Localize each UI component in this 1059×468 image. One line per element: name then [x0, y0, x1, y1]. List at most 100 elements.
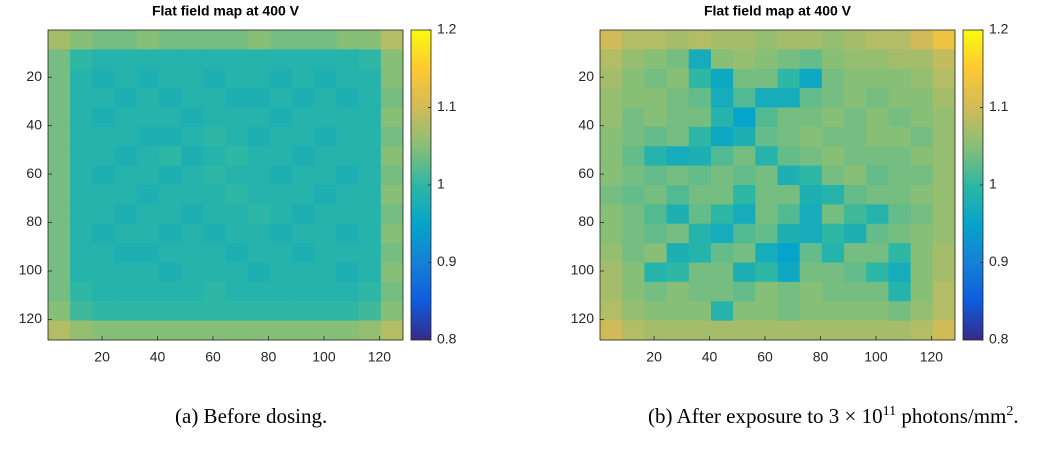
x-tick-label: 20 [646, 349, 662, 365]
heatmap-cell [181, 262, 204, 283]
heatmap-cell [866, 262, 889, 283]
heatmap-cell [799, 262, 823, 283]
heatmap-cell [866, 301, 889, 322]
heatmap-cell [136, 146, 160, 167]
heatmap-cell [644, 243, 667, 263]
heatmap-cell [622, 320, 645, 341]
heatmap-cell [48, 301, 71, 322]
caption-text: 11 [882, 404, 897, 419]
heatmap-cell [70, 281, 93, 302]
heatmap-cell [932, 30, 956, 50]
heatmap-cell [844, 281, 867, 302]
colorbar-tick-label: 0.8 [437, 331, 457, 347]
heatmap-cell [666, 301, 690, 322]
heatmap-cell [910, 68, 934, 89]
heatmap-cell [821, 185, 845, 205]
heatmap-cell [733, 243, 756, 263]
heatmap-cell [380, 185, 404, 205]
heatmap-cell [799, 320, 823, 341]
heatmap-cell [136, 185, 160, 205]
heatmap-cell [158, 204, 182, 225]
heatmap-cell [821, 204, 845, 225]
x-tick-label: 120 [920, 349, 944, 365]
heatmap-cell [821, 281, 845, 302]
heatmap-cell [314, 320, 337, 341]
heatmap-cell [821, 126, 845, 147]
heatmap-cell [336, 281, 360, 302]
heatmap-cell [181, 204, 204, 225]
heatmap-cell [48, 126, 71, 147]
heatmap-cell [932, 88, 956, 108]
heatmap-cell [888, 126, 912, 147]
heatmap-cell [247, 301, 271, 322]
heatmap-cell [269, 88, 293, 108]
heatmap-cell [70, 88, 93, 108]
heatmap-cell [158, 223, 182, 244]
heatmap-cell [910, 107, 934, 128]
heatmap-cell [910, 262, 934, 283]
heatmap-cell [336, 301, 360, 322]
heatmap-cell [158, 243, 182, 263]
heatmap-cell [48, 88, 71, 108]
heatmap-cell [821, 88, 845, 108]
heatmap-cell [203, 301, 226, 322]
heatmap-cell [733, 30, 756, 50]
heatmap-cell [92, 243, 115, 263]
heatmap-cell [225, 49, 249, 70]
heatmap-cell [269, 107, 293, 128]
heatmap-cell [292, 107, 315, 128]
heatmap-cell [644, 165, 667, 186]
heatmap-cell [314, 165, 337, 186]
heatmap-cell [158, 88, 182, 108]
heatmap-cell [48, 281, 71, 302]
heatmap-cell [292, 262, 315, 283]
heatmap-cell [733, 49, 756, 70]
heatmap-cell [225, 320, 249, 341]
heatmap-cell [114, 185, 138, 205]
heatmap-cell [666, 126, 690, 147]
heatmap-cell [314, 223, 337, 244]
heatmap-cell [358, 49, 382, 70]
heatmap-cell [269, 281, 293, 302]
heatmap-cell [48, 320, 71, 341]
heatmap-cell [48, 165, 71, 186]
y-tick-label: 120 [571, 310, 595, 326]
heatmap-cell [888, 281, 912, 302]
heatmap-cell [203, 243, 226, 263]
colorbar-tick-label: 1 [989, 176, 997, 192]
heatmap-cell [866, 320, 889, 341]
heatmap-cell [666, 243, 690, 263]
heatmap-cell [844, 243, 867, 263]
heatmap-cell [269, 126, 293, 147]
heatmap-cell [777, 223, 801, 244]
heatmap-cell [225, 88, 249, 108]
heatmap-cell [866, 126, 889, 147]
heatmap-cell [688, 281, 712, 302]
chart-title: Flat field map at 400 V [704, 3, 852, 19]
heatmap-cell [92, 126, 115, 147]
heatmap-cell [380, 320, 404, 341]
heatmap-cell [92, 262, 115, 283]
heatmap-cell [733, 262, 756, 283]
heatmap-cell [688, 49, 712, 70]
heatmap-cell [181, 49, 204, 70]
heatmap-cell [314, 68, 337, 89]
heatmap-cell [755, 165, 778, 186]
heatmap-cell [158, 320, 182, 341]
heatmap-cell [114, 243, 138, 263]
heatmap-cell [247, 30, 271, 50]
heatmap-cell [932, 126, 956, 147]
heatmap-cell [710, 243, 734, 263]
heatmap-cell [688, 204, 712, 225]
heatmap-cell [92, 68, 115, 89]
heatmap-cell [48, 223, 71, 244]
y-tick-label: 100 [571, 262, 595, 278]
heatmap-cell [358, 223, 382, 244]
heatmap-cell [181, 68, 204, 89]
heatmap-cell [622, 165, 645, 186]
heatmap-cell [866, 243, 889, 263]
heatmap-cell [114, 30, 138, 50]
heatmap-cell [292, 301, 315, 322]
heatmap-cell [888, 301, 912, 322]
heatmap-cell [358, 30, 382, 50]
